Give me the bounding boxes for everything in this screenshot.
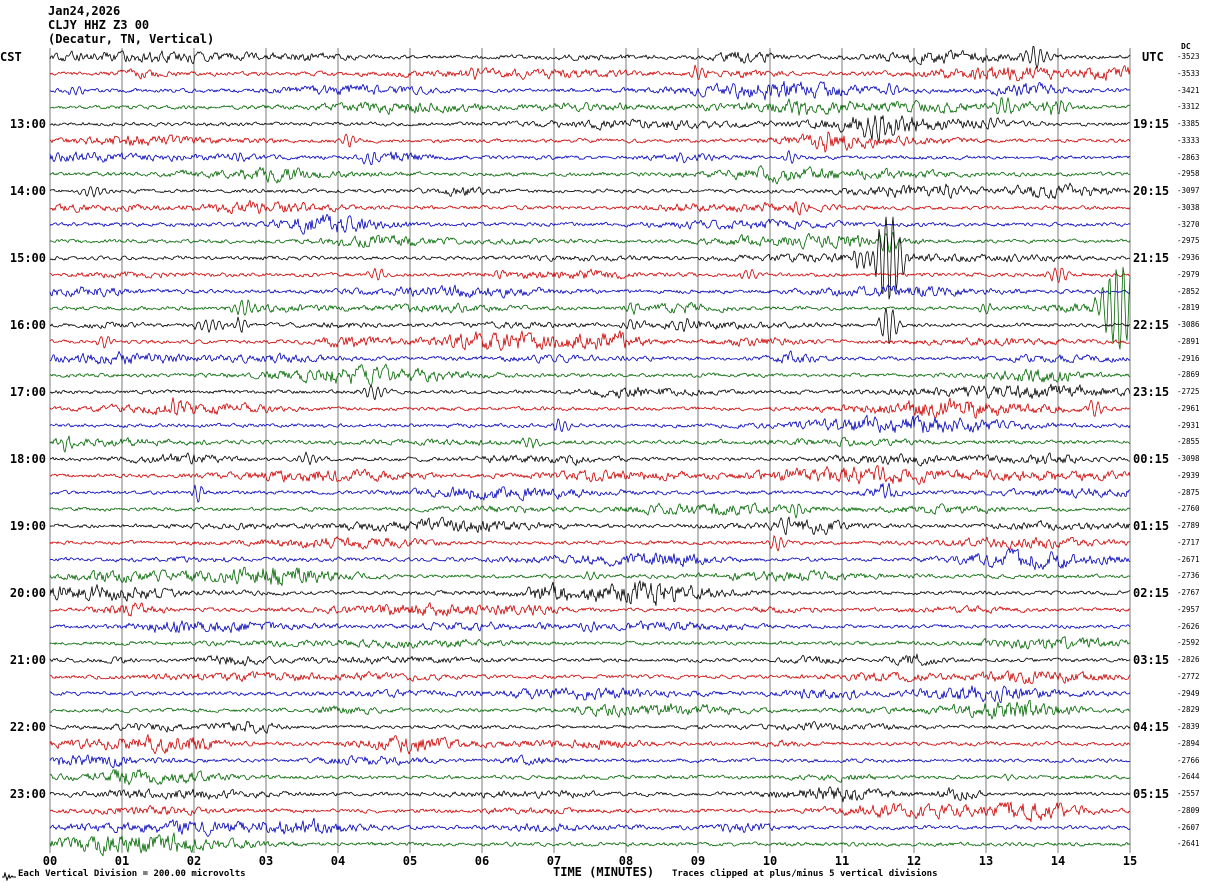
dc-value: -2931 [1177, 420, 1200, 430]
cst-time-label: 23:00 [9, 787, 46, 801]
dc-value: -3097 [1177, 186, 1200, 195]
cst-time-label: 22:00 [9, 720, 46, 734]
utc-time-label: 23:15 [1133, 385, 1170, 399]
dc-value: -3098 [1177, 454, 1200, 463]
dc-value: -2819 [1177, 303, 1200, 313]
utc-time-label: 21:15 [1133, 251, 1170, 265]
cst-time-label: 16:00 [9, 318, 46, 332]
dc-value: -2916 [1177, 353, 1200, 363]
dc-value: -2725 [1177, 387, 1200, 396]
dc-value: -3086 [1177, 320, 1200, 329]
dc-value: -2875 [1177, 487, 1200, 497]
x-tick-label: 11 [834, 854, 850, 868]
x-tick-label: 05 [402, 854, 418, 868]
utc-time-label: 20:15 [1133, 184, 1170, 198]
dc-value: -2855 [1177, 437, 1200, 447]
x-tick-label: 03 [258, 854, 274, 868]
utc-time-label: 04:15 [1133, 720, 1170, 734]
x-tick-label: 04 [330, 854, 346, 868]
x-tick-label: 15 [1122, 854, 1138, 868]
cst-time-label: 13:00 [9, 117, 46, 131]
dc-value: -3333 [1177, 135, 1200, 145]
dc-value: -2760 [1177, 504, 1200, 514]
dc-value: -3421 [1177, 85, 1200, 95]
cst-time-label: 18:00 [9, 452, 46, 466]
dc-value: -2979 [1177, 269, 1200, 279]
dc-value: -2626 [1177, 621, 1200, 631]
cst-time-label: 17:00 [9, 385, 46, 399]
x-tick-label: 10 [762, 854, 778, 868]
utc-time-label: 01:15 [1133, 519, 1170, 533]
dc-value: -2809 [1177, 805, 1200, 815]
dc-value: -2957 [1177, 604, 1200, 614]
clip-note: Traces clipped at plus/minus 5 vertical … [672, 869, 938, 879]
dc-value: -2936 [1177, 253, 1200, 262]
dc-value: -2939 [1177, 470, 1200, 480]
dc-value: -2717 [1177, 537, 1200, 547]
dc-value: -3533 [1177, 68, 1200, 78]
cst-time-label: 15:00 [9, 251, 46, 265]
dc-value: -2839 [1177, 722, 1200, 731]
dc-value: -2891 [1177, 336, 1200, 346]
x-tick-label: 06 [474, 854, 490, 868]
waveform-icon [2, 872, 16, 881]
scale-note: Each Vertical Division = 200.00 microvol… [18, 869, 246, 879]
x-tick-label: 13 [978, 854, 994, 868]
dc-value: -2641 [1177, 839, 1200, 849]
utc-time-label: 03:15 [1133, 653, 1170, 667]
x-tick-label: 07 [546, 854, 562, 868]
dc-value: -2863 [1177, 152, 1200, 162]
utc-time-label: 00:15 [1133, 452, 1170, 466]
utc-time-label: 19:15 [1133, 117, 1170, 131]
cst-time-label: 20:00 [9, 586, 46, 600]
dc-value: -2766 [1177, 755, 1200, 765]
cst-time-label: 14:00 [9, 184, 46, 198]
dc-value: -2644 [1177, 772, 1200, 782]
x-tick-label: 09 [690, 854, 706, 868]
dc-value: -2975 [1177, 236, 1200, 246]
x-tick-label: 12 [906, 854, 922, 868]
dc-value: -3523 [1177, 52, 1200, 61]
x-tick-label: 01 [114, 854, 130, 868]
x-tick-label: 00 [42, 854, 58, 868]
x-axis-title: TIME (MINUTES) [553, 865, 655, 879]
dc-value: -2949 [1177, 688, 1200, 698]
dc-value: -3312 [1177, 102, 1200, 112]
dc-value: -2869 [1177, 370, 1200, 380]
dc-value: -2894 [1177, 738, 1200, 748]
cst-time-label: 19:00 [9, 519, 46, 533]
dc-value: -2671 [1177, 554, 1200, 564]
dc-value: -2592 [1177, 638, 1200, 648]
dc-value: -2767 [1177, 588, 1200, 597]
dc-value: -3270 [1177, 219, 1200, 229]
utc-time-label: 05:15 [1133, 787, 1170, 801]
dc-value: -2789 [1177, 521, 1200, 530]
dc-value: -2829 [1177, 705, 1200, 715]
dc-value: -2557 [1177, 789, 1200, 798]
dc-value: -2958 [1177, 169, 1200, 179]
dc-value: -2772 [1177, 671, 1200, 681]
x-tick-label: 14 [1050, 854, 1066, 868]
x-tick-label: 02 [186, 854, 202, 868]
dc-value: -2852 [1177, 286, 1200, 296]
utc-time-label: 02:15 [1133, 586, 1170, 600]
dc-value: -3385 [1177, 119, 1200, 128]
cst-time-label: 21:00 [9, 653, 46, 667]
dc-value: -2736 [1177, 571, 1200, 581]
dc-value: -2826 [1177, 655, 1200, 664]
dc-value: -2961 [1177, 403, 1200, 413]
x-tick-label: 08 [618, 854, 634, 868]
dc-value: -2607 [1177, 822, 1200, 832]
dc-value: -3038 [1177, 202, 1200, 212]
utc-time-label: 22:15 [1133, 318, 1170, 332]
